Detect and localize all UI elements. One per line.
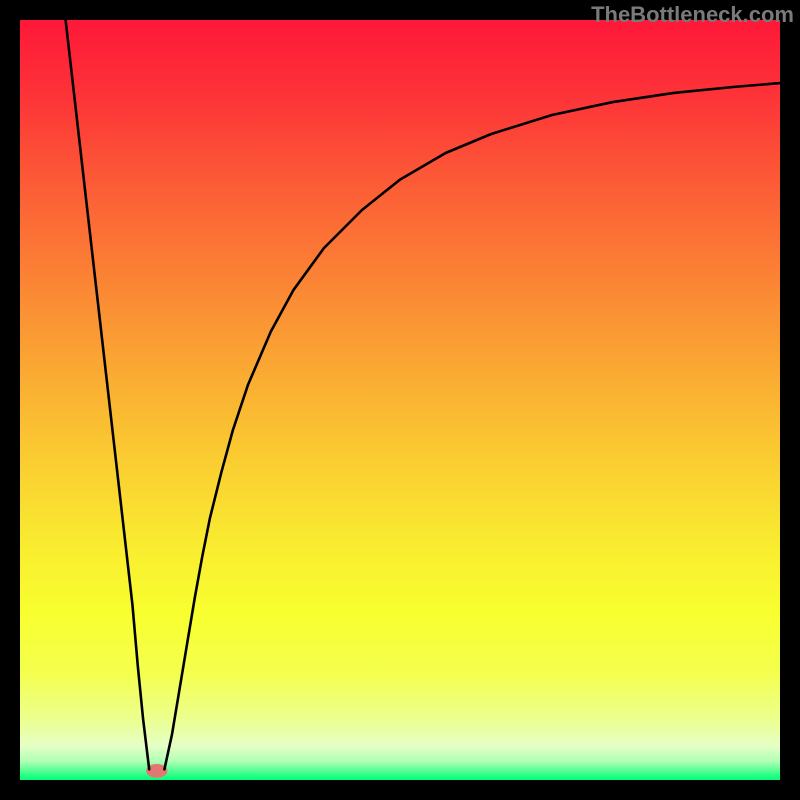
plot-background <box>20 20 780 780</box>
axis-frame-right <box>780 0 800 800</box>
watermark-text: TheBottleneck.com <box>591 2 794 28</box>
axis-frame-left <box>0 0 20 800</box>
bottleneck-chart <box>0 0 800 800</box>
axis-frame-bottom <box>0 780 800 800</box>
chart-container: TheBottleneck.com <box>0 0 800 800</box>
